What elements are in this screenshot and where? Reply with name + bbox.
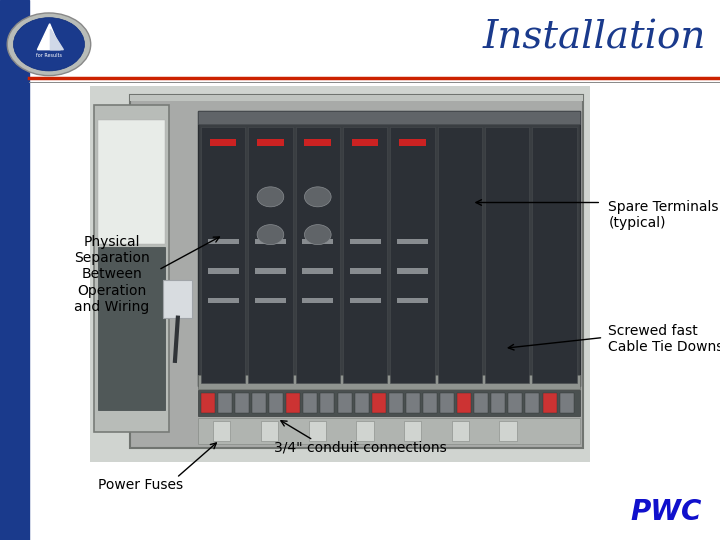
Bar bbox=[269, 393, 283, 413]
Bar bbox=[389, 393, 402, 413]
Bar bbox=[94, 105, 169, 432]
Bar bbox=[305, 139, 331, 146]
Bar bbox=[352, 139, 379, 146]
Bar bbox=[303, 393, 318, 413]
Circle shape bbox=[257, 187, 284, 207]
Bar bbox=[198, 375, 580, 389]
Bar bbox=[500, 421, 517, 441]
Bar bbox=[255, 239, 286, 244]
Bar bbox=[261, 421, 278, 441]
Bar bbox=[438, 127, 482, 383]
Bar bbox=[508, 393, 523, 413]
Bar bbox=[198, 390, 580, 416]
Bar bbox=[130, 94, 583, 448]
Bar bbox=[543, 393, 557, 413]
Bar bbox=[485, 127, 529, 383]
Bar bbox=[397, 268, 428, 274]
Bar bbox=[218, 393, 232, 413]
Text: Installation: Installation bbox=[482, 19, 706, 56]
Text: PWC: PWC bbox=[631, 498, 702, 526]
Bar bbox=[355, 393, 369, 413]
Bar bbox=[252, 393, 266, 413]
Circle shape bbox=[14, 18, 84, 71]
Circle shape bbox=[7, 13, 91, 76]
Bar bbox=[207, 239, 238, 244]
Bar bbox=[198, 111, 580, 124]
Bar bbox=[198, 111, 580, 386]
Bar bbox=[0, 0, 29, 540]
Bar bbox=[296, 127, 340, 383]
Bar bbox=[98, 247, 165, 410]
Bar bbox=[255, 298, 286, 303]
Bar bbox=[90, 86, 590, 462]
Bar bbox=[559, 393, 574, 413]
Polygon shape bbox=[37, 24, 60, 50]
Text: Power Fuses: Power Fuses bbox=[98, 478, 183, 492]
Circle shape bbox=[305, 225, 331, 245]
Bar bbox=[302, 298, 333, 303]
Bar bbox=[302, 268, 333, 274]
Text: Spare Terminals
(typical): Spare Terminals (typical) bbox=[608, 200, 719, 230]
Bar bbox=[257, 139, 284, 146]
Text: for Results: for Results bbox=[36, 52, 62, 58]
Bar bbox=[210, 139, 236, 146]
Bar bbox=[457, 393, 471, 413]
Bar bbox=[397, 239, 428, 244]
Bar bbox=[320, 393, 335, 413]
Bar bbox=[255, 268, 286, 274]
Polygon shape bbox=[50, 29, 63, 50]
Bar bbox=[338, 393, 351, 413]
Bar bbox=[526, 393, 539, 413]
Bar bbox=[390, 127, 435, 383]
Bar bbox=[474, 393, 488, 413]
Bar bbox=[397, 298, 428, 303]
Bar bbox=[207, 298, 238, 303]
Bar bbox=[207, 268, 238, 274]
Bar bbox=[532, 127, 577, 383]
Bar bbox=[399, 139, 426, 146]
Text: Physical
Separation
Between
Operation
and Wiring: Physical Separation Between Operation an… bbox=[73, 235, 150, 314]
Bar bbox=[198, 418, 580, 444]
Bar bbox=[350, 268, 381, 274]
Bar bbox=[213, 421, 230, 441]
Bar bbox=[440, 393, 454, 413]
Circle shape bbox=[257, 225, 284, 245]
Bar bbox=[302, 239, 333, 244]
Text: 3/4" conduit connections: 3/4" conduit connections bbox=[274, 440, 446, 454]
Bar bbox=[356, 421, 374, 441]
Circle shape bbox=[305, 187, 331, 207]
Bar bbox=[372, 393, 386, 413]
Bar bbox=[491, 393, 505, 413]
Text: Screwed fast
Cable Tie Downs: Screwed fast Cable Tie Downs bbox=[608, 324, 720, 354]
Bar bbox=[404, 421, 421, 441]
Bar bbox=[350, 298, 381, 303]
Bar bbox=[201, 393, 215, 413]
Bar bbox=[163, 280, 192, 318]
Bar bbox=[98, 120, 165, 244]
Bar bbox=[201, 127, 246, 383]
Bar bbox=[451, 421, 469, 441]
Bar bbox=[287, 393, 300, 413]
Bar bbox=[343, 127, 387, 383]
Bar bbox=[309, 421, 326, 441]
Bar bbox=[423, 393, 437, 413]
Bar bbox=[248, 127, 292, 383]
Bar bbox=[406, 393, 420, 413]
Bar bbox=[350, 239, 381, 244]
Bar bbox=[130, 94, 583, 101]
Bar bbox=[235, 393, 249, 413]
